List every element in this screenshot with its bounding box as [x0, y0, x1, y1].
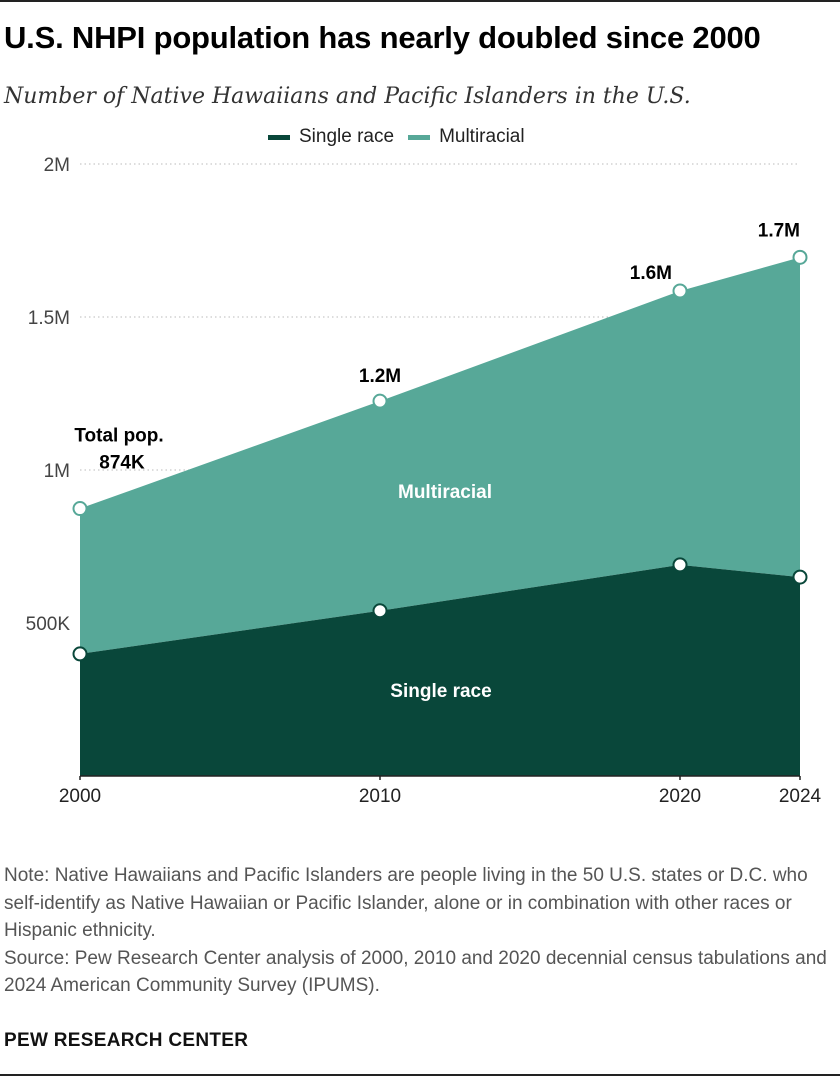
x-tick-label: 2010 [359, 786, 401, 807]
source-text: Source: Pew Research Center analysis of … [4, 947, 827, 997]
point-single-race [372, 603, 388, 619]
point-single-race [72, 646, 88, 662]
total-label-prefix: Total pop. [74, 426, 163, 447]
y-tick-label: 1M [44, 461, 70, 482]
area-multiracial [80, 257, 800, 654]
y-tick-label: 500K [26, 614, 71, 635]
chart-subtitle: Number of Native Hawaiians and Pacific I… [4, 84, 691, 109]
x-tick-label: 2000 [59, 786, 101, 807]
legend-swatch-single-race [268, 134, 290, 140]
legend-label-single-race: Single race [299, 126, 395, 147]
legend-label-multiracial: Multiracial [439, 126, 525, 147]
area-layer [80, 257, 800, 776]
point-single-race [672, 557, 688, 573]
y-tick-label: 2M [44, 155, 70, 176]
area-single-race [80, 564, 800, 776]
legend-item-multiracial: Multiracial [408, 126, 525, 148]
marker-layer [72, 249, 808, 662]
point-total [672, 283, 688, 299]
axis-layer: 2000 2010 2020 2024 [59, 775, 822, 807]
stacked-area-chart: 500K 1M 1.5M 2M 2000 2010 2020 2024 Total pop.… [26, 155, 822, 807]
legend: Single race Multiracial [268, 126, 539, 148]
footnote: Note: Native Hawaiians and Pacific Islan… [4, 862, 840, 1000]
top-rule [0, 0, 840, 2]
note-text: Note: Native Hawaiians and Pacific Islan… [4, 865, 808, 941]
point-total [372, 393, 388, 409]
point-total [792, 249, 808, 265]
bottom-rule [0, 1074, 840, 1076]
data-label-total: 1.7M [758, 220, 800, 241]
x-tick-label: 2020 [659, 786, 701, 807]
x-tick-label: 2024 [779, 786, 822, 807]
legend-item-single-race: Single race [268, 126, 394, 148]
brand-logo-text: PEW RESEARCH CENTER [4, 1030, 249, 1051]
y-tick-label: 1.5M [28, 308, 70, 329]
area-label-single-race: Single race [390, 681, 491, 702]
data-label-total: 1.6M [630, 263, 672, 284]
legend-swatch-multiracial [408, 134, 431, 140]
point-single-race [792, 569, 808, 585]
data-label-total: 874K [99, 453, 145, 474]
label-layer: Total pop. 874K 1.2M 1.6M 1.7M Multiracial Sin… [74, 220, 800, 702]
point-total [72, 501, 88, 517]
data-label-total: 1.2M [359, 366, 401, 387]
area-label-multiracial: Multiracial [398, 482, 492, 503]
chart-title: U.S. NHPI population has nearly doubled … [4, 20, 761, 55]
